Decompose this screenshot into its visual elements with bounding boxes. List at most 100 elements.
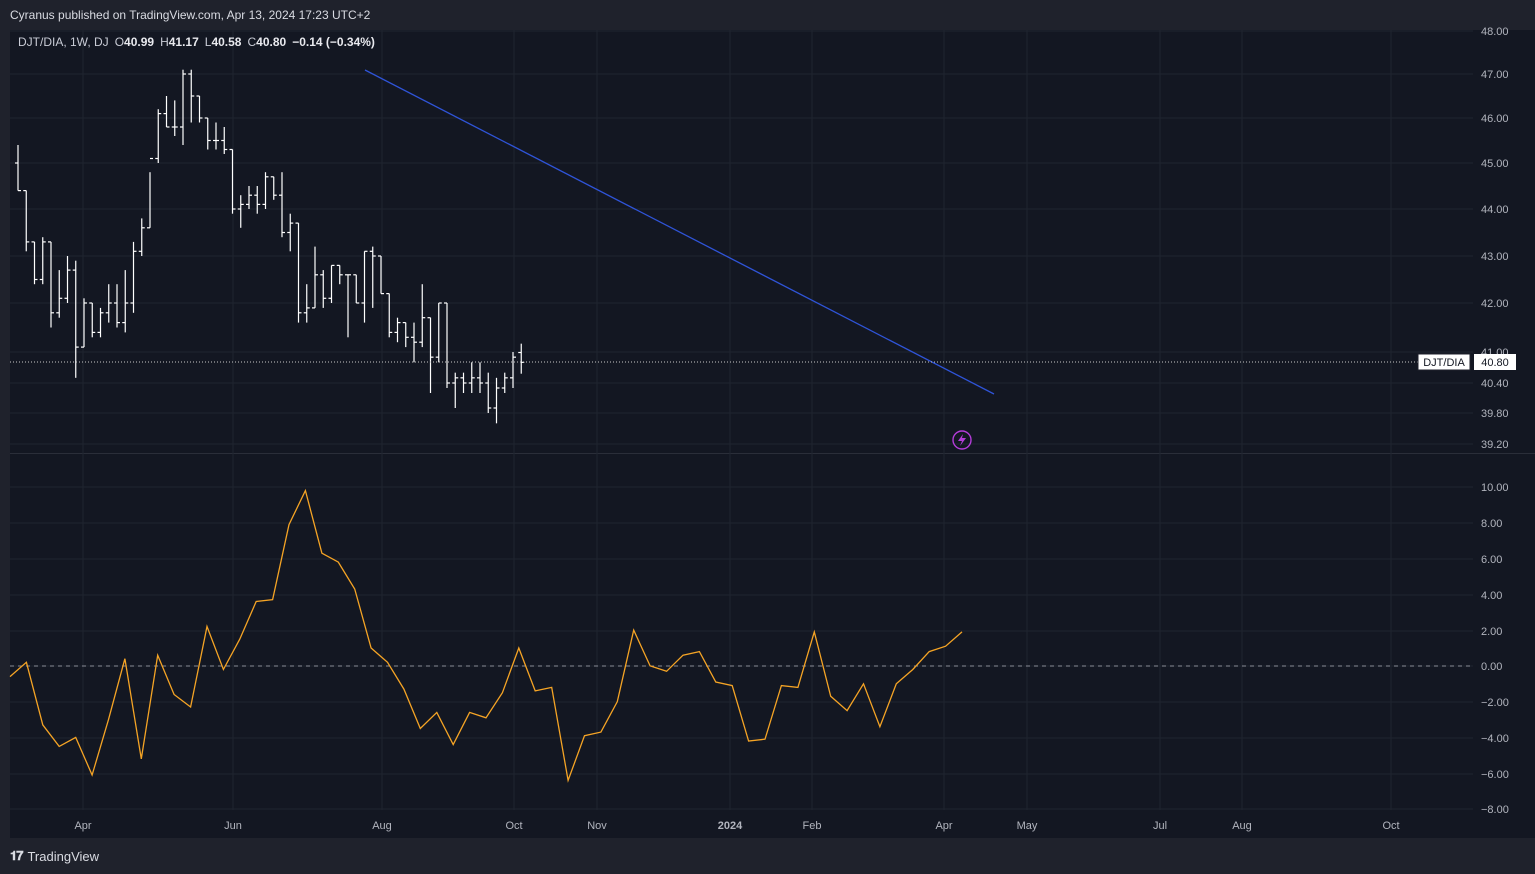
oscillator-pane-bg	[10, 454, 1473, 810]
time-axis-bg	[10, 810, 1535, 838]
ohlc-bar	[435, 302, 442, 363]
ohlc-bar	[386, 293, 393, 338]
price-tick-label: 42.00	[1481, 298, 1509, 310]
ohlc-bar	[411, 322, 417, 363]
event-marker-icon[interactable]	[952, 430, 972, 450]
ohlc-bar	[262, 172, 269, 209]
time-tick-label: Oct	[1382, 820, 1399, 832]
publish-header: Cyranus published on TradingView.com, Ap…	[10, 8, 371, 22]
ohlc-bar	[48, 241, 54, 328]
ohlc-bar	[328, 264, 335, 303]
ohlc-bar	[378, 255, 384, 295]
time-tick-label: Jun	[224, 820, 242, 832]
ohlc-bar	[452, 372, 459, 408]
time-tick-label: May	[1017, 820, 1038, 832]
ohlc-bar	[204, 117, 211, 150]
ohlc-bar	[163, 96, 170, 128]
legend-high: H41.17	[160, 35, 199, 49]
ohlc-bar	[180, 69, 186, 145]
time-tick-label: Nov	[587, 820, 607, 832]
price-axis: 48.0047.0046.0045.0044.0043.0042.0041.00…	[1481, 26, 1509, 451]
ohlc-bar	[130, 241, 137, 313]
price-tick-label: 43.00	[1481, 251, 1509, 263]
ohlc-bar	[287, 213, 294, 252]
ohlc-bar	[303, 284, 310, 323]
ohlc-bar	[493, 377, 500, 424]
time-tick-label: 2024	[718, 820, 743, 832]
ohlc-bars	[15, 69, 525, 424]
ohlc-bar	[114, 284, 120, 328]
time-tick-label: Jul	[1153, 820, 1167, 832]
footer-brand[interactable]: 𝟏𝟕 TradingView	[10, 848, 99, 864]
ohlc-bar	[295, 222, 302, 323]
ohlc-bar	[444, 302, 450, 388]
ohlc-bar	[188, 69, 195, 123]
ohlc-bar	[64, 256, 71, 303]
symbol-legend: DJT/DIA, 1W, DJ O40.99 H41.17 L40.58 C40…	[18, 35, 375, 49]
price-axis-bg	[1473, 30, 1535, 810]
ohlc-bar	[138, 218, 145, 256]
legend-symbol[interactable]: DJT/DIA, 1W, DJ	[18, 35, 109, 49]
price-tick-label: 47.00	[1481, 69, 1509, 81]
footer-brand-text: TradingView	[27, 848, 100, 864]
ohlc-bar	[394, 317, 401, 343]
ohlc-bar	[485, 372, 492, 413]
time-tick-label: Apr	[935, 820, 952, 832]
oscillator-axis: 10.00 8.00 6.00 4.00 2.00 0.00 −2.00 −4.00 −6.00…	[1481, 482, 1509, 816]
ohlc-bar	[419, 284, 426, 348]
time-tick-label: Aug	[372, 820, 392, 832]
tradingview-logo-icon: 𝟏𝟕	[10, 848, 24, 863]
ohlc-bar	[122, 270, 129, 333]
ohlc-bar	[171, 100, 178, 136]
ohlc-bar	[254, 186, 261, 214]
ohlc-bar	[427, 317, 434, 393]
oscillator-tick-label: −4.00	[1481, 733, 1509, 745]
ohlc-bar	[477, 362, 483, 393]
oscillator-tick-label: 10.00	[1481, 482, 1509, 494]
ohlc-bar	[402, 322, 409, 348]
price-pane-bg	[10, 30, 1473, 453]
ohlc-bar	[312, 246, 318, 309]
oscillator-tick-label: −6.00	[1481, 769, 1509, 781]
legend-open: O40.99	[114, 35, 155, 49]
oscillator-line	[9, 488, 963, 783]
legend-low: L40.58	[204, 35, 242, 49]
legend-close: C40.80	[247, 35, 287, 49]
last-price-symbol: DJT/DIA	[1423, 357, 1465, 369]
price-tick-label: 40.40	[1481, 378, 1509, 390]
ohlc-bar	[81, 298, 87, 348]
ohlc-bar	[336, 264, 343, 285]
ohlc-bar	[31, 241, 38, 285]
time-axis: Apr Jun Aug Oct Nov 2024 Feb Apr May Jul Aug Oct	[74, 820, 1399, 832]
oscillator-tick-label: −8.00	[1481, 804, 1509, 816]
ohlc-bar	[345, 274, 351, 338]
ohlc-bar	[221, 127, 228, 154]
ohlc-bar	[320, 270, 327, 308]
ohlc-bar	[369, 246, 376, 308]
ohlc-bar	[56, 270, 63, 318]
time-tick-label: Aug	[1232, 820, 1252, 832]
ohlc-bar	[353, 274, 360, 304]
oscillator-tick-label: 2.00	[1481, 626, 1502, 638]
price-tick-label: 46.00	[1481, 113, 1509, 125]
ohlc-bar	[468, 362, 475, 393]
price-tick-label: 45.00	[1481, 158, 1509, 170]
time-tick-label: Feb	[803, 820, 822, 832]
ohlc-bar	[510, 352, 516, 388]
ohlc-bar	[213, 122, 219, 150]
price-tick-label: 44.00	[1481, 204, 1509, 216]
oscillator-tick-label: 6.00	[1481, 554, 1502, 566]
price-tick-label: 39.20	[1481, 439, 1509, 451]
ohlc-bar	[89, 302, 96, 338]
ohlc-bar	[279, 172, 285, 238]
ohlc-bar	[501, 372, 508, 393]
ohlc-bar	[105, 284, 112, 323]
ohlc-bar	[237, 195, 244, 228]
oscillator-tick-label: 8.00	[1481, 518, 1502, 530]
ohlc-bar	[97, 307, 104, 338]
ohlc-bar	[155, 109, 162, 163]
price-tick-label: 39.80	[1481, 408, 1509, 420]
ohlc-bar	[15, 145, 21, 192]
oscillator-tick-label: 0.00	[1481, 661, 1502, 673]
